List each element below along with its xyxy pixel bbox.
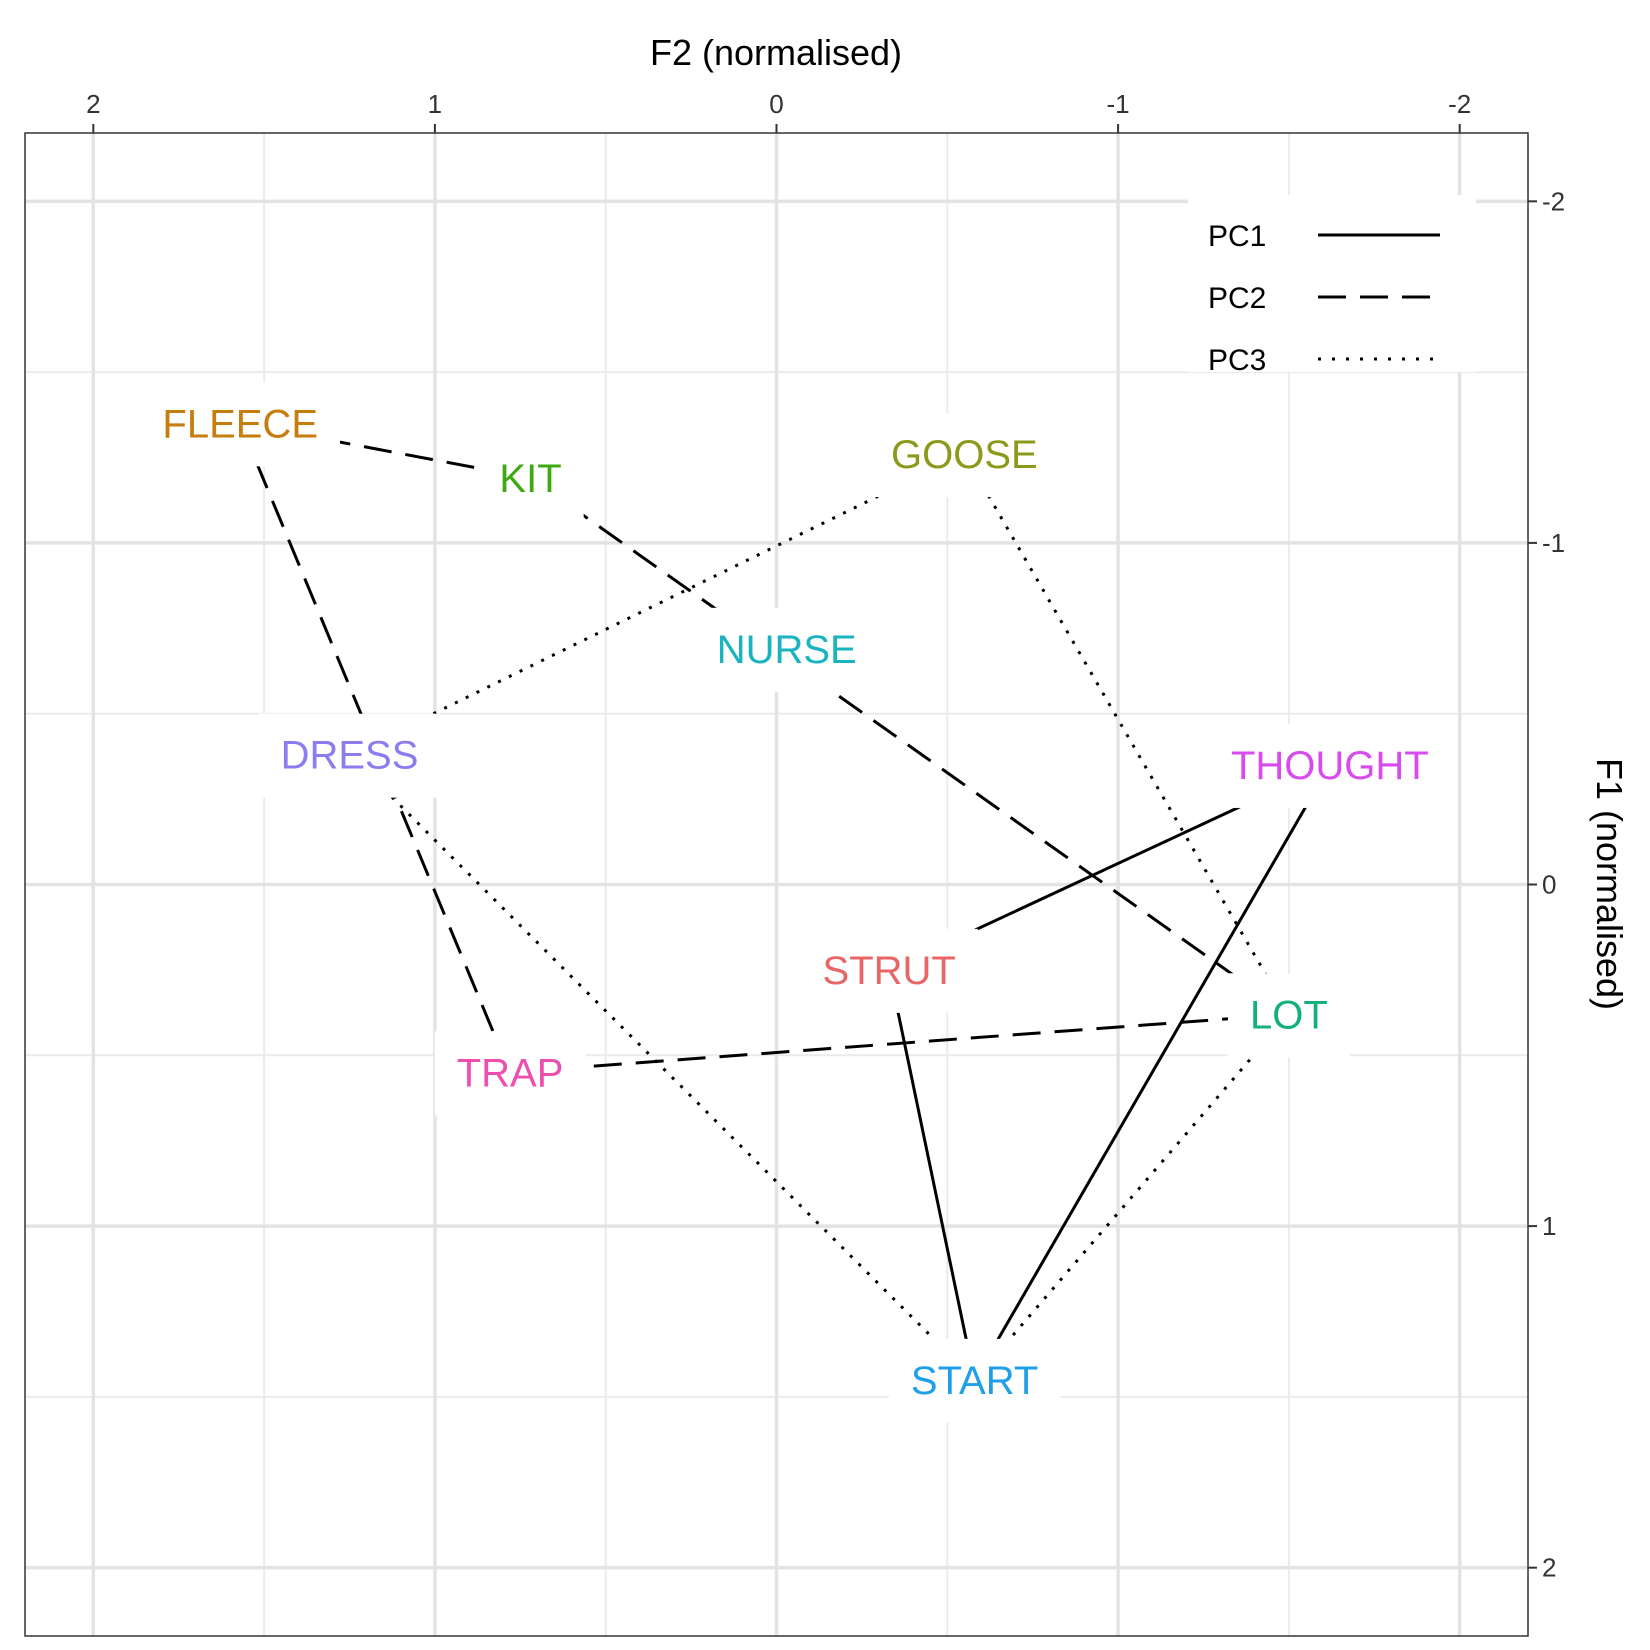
vowel-label-text: NURSE (717, 628, 857, 672)
segment-pc1 (973, 764, 1332, 1381)
vowel-label-fleece: FLEECE (140, 382, 341, 467)
vowel-label-bg (869, 413, 1060, 498)
vowel-label-text: START (911, 1359, 1038, 1403)
vowel-label-bg (258, 713, 441, 798)
vowel-label-text: KIT (499, 457, 561, 501)
vowel-label-strut: STRUT (800, 928, 978, 1013)
vowel-label-lot: LOT (1227, 973, 1350, 1058)
y-tick-label: -1 (1542, 528, 1565, 558)
vowel-label-bg (434, 1031, 586, 1116)
x-tick-label: -2 (1448, 89, 1471, 119)
x-tick-label: 0 (769, 89, 783, 119)
grid (25, 133, 1528, 1636)
vowel-label-bg (800, 928, 978, 1013)
legend-label-pc2: PC2 (1208, 282, 1266, 315)
segment-pc3 (973, 1013, 1291, 1381)
vowel-label-text: GOOSE (891, 433, 1038, 477)
vowel-label-nurse: NURSE (694, 607, 879, 692)
x-tick-label: -1 (1107, 89, 1130, 119)
vowel-label-text: DRESS (281, 734, 419, 778)
vowel-label-dress: DRESS (258, 713, 441, 798)
legend-label-pc3: PC3 (1208, 344, 1266, 377)
legend-label-pc1: PC1 (1208, 220, 1266, 253)
y-tick-label: -2 (1542, 186, 1565, 216)
vowel-label-bg (1227, 973, 1350, 1058)
vowel-label-text: LOT (1250, 993, 1328, 1037)
vowel-label-goose: GOOSE (869, 413, 1060, 498)
vowel-label-text: STRUT (823, 949, 956, 993)
legend: PC1 PC2 PC3 (1188, 195, 1476, 377)
axes: 2 1 0 -1 -2 -2 -1 0 1 2 (86, 89, 1565, 1583)
segment-pc2 (529, 476, 1290, 1016)
vowel-label-start: START (888, 1338, 1061, 1423)
segment-pc1 (887, 969, 977, 1381)
vowel-label-thought: THOUGHT (1208, 723, 1451, 808)
vowel-label-bg (1208, 723, 1451, 808)
x-axis-title: F2 (normalised) (650, 32, 902, 73)
legend-box (1188, 195, 1476, 372)
vowel-label-bg (694, 607, 879, 692)
vowel-label-text: TRAP (457, 1051, 564, 1095)
vowel-label-text: FLEECE (162, 402, 318, 446)
vowel-label-trap: TRAP (434, 1031, 586, 1116)
vowel-label-kit: KIT (477, 437, 584, 522)
x-tick-label: 1 (428, 89, 442, 119)
y-tick-label: 2 (1542, 1553, 1556, 1583)
vowel-label-text: THOUGHT (1231, 744, 1429, 788)
vowel-label-bg (140, 382, 341, 467)
vowel-label-bg (888, 1338, 1061, 1423)
vowel-labels: FLEECE KIT GOOSE NURSE DRESS THOUGHT STRUT LOT T… (140, 382, 1451, 1423)
y-tick-label: 0 (1542, 870, 1556, 900)
y-tick-label: 1 (1542, 1211, 1556, 1241)
x-tick-label: 2 (86, 89, 100, 119)
y-axis-title: F1 (normalised) (1589, 758, 1630, 1010)
segment-pc2 (509, 1012, 1289, 1074)
vowel-label-bg (477, 437, 584, 522)
